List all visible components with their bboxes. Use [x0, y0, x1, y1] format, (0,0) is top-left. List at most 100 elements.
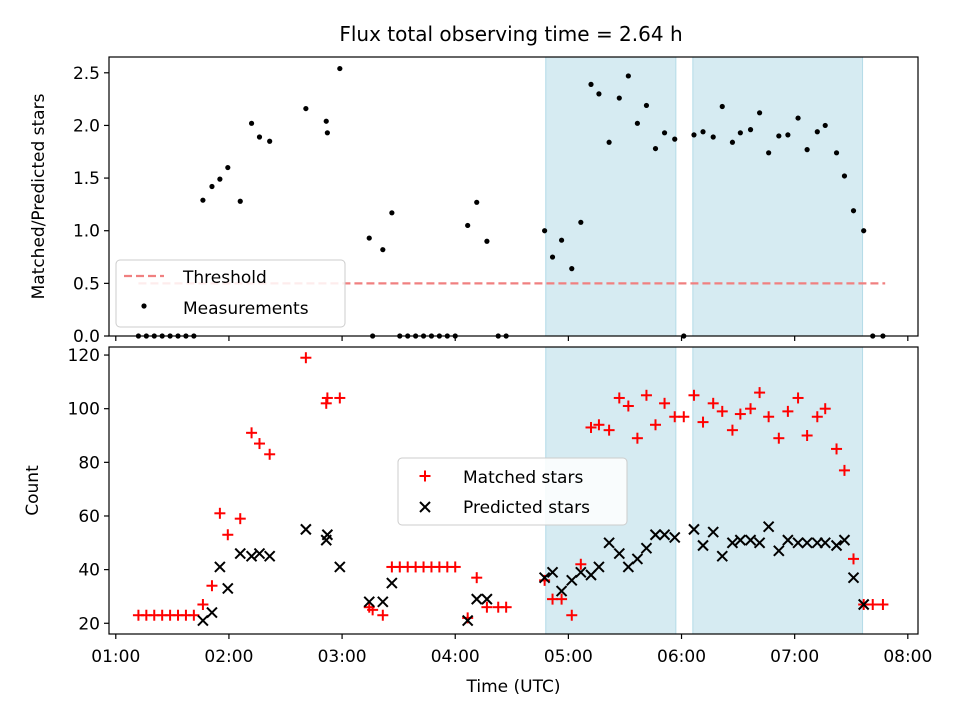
y-tick-label: 120 — [68, 346, 100, 366]
marker-stroke — [603, 537, 615, 549]
marker-stroke — [334, 561, 346, 573]
marker-stroke — [363, 596, 375, 608]
predicted-stars-marker — [471, 593, 483, 605]
legend-predicted-swatch — [419, 501, 431, 513]
predicted-stars-marker — [613, 547, 625, 560]
y-tick-label: 2.5 — [73, 64, 100, 84]
y-tick-label: 0.5 — [73, 274, 100, 294]
measurement-point — [209, 183, 215, 190]
predicted-stars-marker — [566, 574, 578, 587]
measurement-point — [737, 130, 743, 136]
matched-stars-marker — [197, 598, 209, 610]
y-tick-label: 2.0 — [73, 116, 100, 136]
marker-stroke — [716, 550, 728, 562]
predicted-stars-marker — [640, 542, 653, 554]
predicted-stars-marker — [593, 561, 605, 573]
shaded-region — [545, 56, 677, 337]
matched-stars-marker — [206, 580, 218, 592]
x-tick-label: 04:00 — [431, 647, 480, 667]
marker-stroke — [253, 547, 266, 560]
predicted-stars-marker — [461, 614, 474, 627]
marker-stroke — [538, 571, 551, 584]
measurement-point — [465, 222, 471, 229]
predicted-stars-marker — [782, 534, 794, 546]
matched-stars-marker — [556, 593, 568, 605]
predicted-stars-marker — [658, 529, 671, 541]
marker-stroke — [575, 566, 587, 579]
matched-stars-marker — [782, 405, 794, 417]
predicted-stars-marker — [334, 561, 346, 573]
matched-stars-marker — [745, 403, 757, 415]
bottom-panel: 20 40 60 80 100 120 01:00 02:00 03:00 04:00 05:00 0… — [23, 346, 932, 697]
measurement-point — [578, 219, 584, 225]
legend-box — [115, 259, 346, 328]
matched-stars-marker — [707, 397, 719, 409]
measurement-point — [324, 130, 330, 136]
measurement-point — [323, 118, 329, 124]
x-tick-label: 08:00 — [883, 647, 932, 667]
predicted-stars-marker — [744, 534, 757, 546]
legend-box — [397, 457, 628, 526]
y-tick-label: 100 — [68, 400, 100, 420]
predicted-stars-marker — [222, 582, 234, 595]
matched-stars-marker — [877, 598, 889, 610]
legend-matched-label: Matched stars — [463, 468, 583, 488]
matched-stars-marker — [471, 572, 483, 584]
marker-stroke — [555, 585, 568, 597]
marker-stroke — [214, 561, 226, 573]
predicted-stars-marker — [688, 523, 700, 536]
y-tick-label: 1.0 — [73, 222, 100, 242]
marker-stroke — [234, 547, 246, 560]
measurement-point — [833, 150, 840, 156]
measurement-point — [225, 164, 231, 171]
matched-stars-marker — [234, 513, 246, 525]
matched-stars-marker — [449, 561, 461, 573]
legend-measurements-swatch — [141, 303, 147, 309]
predicted-stars-marker — [546, 566, 559, 579]
matched-stars-marker — [631, 432, 643, 444]
measurement-point — [484, 238, 490, 244]
measurement-point — [569, 266, 575, 272]
matched-stars-marker — [640, 389, 652, 401]
marker-stroke — [707, 526, 719, 538]
matched-stars-marker — [734, 408, 746, 420]
matched-stars-marker — [253, 438, 265, 450]
marker-stroke — [782, 534, 794, 546]
matched-stars-marker — [697, 416, 709, 428]
marker-stroke — [857, 598, 870, 611]
marker-stroke — [461, 614, 474, 627]
predicted-stars-marker — [631, 553, 644, 565]
predicted-stars-marker — [206, 606, 218, 619]
matched-stars-marker — [792, 392, 804, 404]
predicted-stars-marker — [555, 585, 568, 597]
predicted-stars-marker — [819, 537, 831, 549]
shaded-region — [692, 56, 864, 337]
shaded-region — [692, 346, 864, 635]
predicted-stars-marker — [838, 534, 851, 546]
y-tick-label: 1.5 — [73, 169, 100, 189]
measurement-point — [661, 130, 668, 136]
matched-stars-marker — [763, 411, 775, 423]
predicted-stars-marker — [386, 577, 398, 589]
measurement-point — [850, 208, 857, 214]
marker-stroke — [838, 534, 851, 546]
measurement-point — [217, 176, 223, 182]
measurement-point — [729, 139, 736, 145]
predicted-stars-marker — [300, 523, 312, 536]
matched-stars-marker — [678, 411, 690, 423]
matched-stars-marker — [838, 464, 850, 476]
measurement-point — [303, 105, 309, 112]
marker-stroke — [830, 539, 843, 552]
measurement-point — [337, 65, 343, 72]
y-tick-label: 0.0 — [73, 327, 100, 347]
matched-stars-marker — [622, 400, 634, 412]
marker-stroke — [419, 501, 431, 513]
predicted-stars-marker — [197, 614, 209, 627]
marker-stroke — [847, 571, 860, 584]
predicted-stars-marker — [697, 539, 709, 552]
marker-stroke — [566, 574, 578, 587]
measurement-point — [672, 136, 678, 142]
predicted-stars-marker — [234, 547, 246, 560]
marker-stroke — [649, 529, 662, 541]
